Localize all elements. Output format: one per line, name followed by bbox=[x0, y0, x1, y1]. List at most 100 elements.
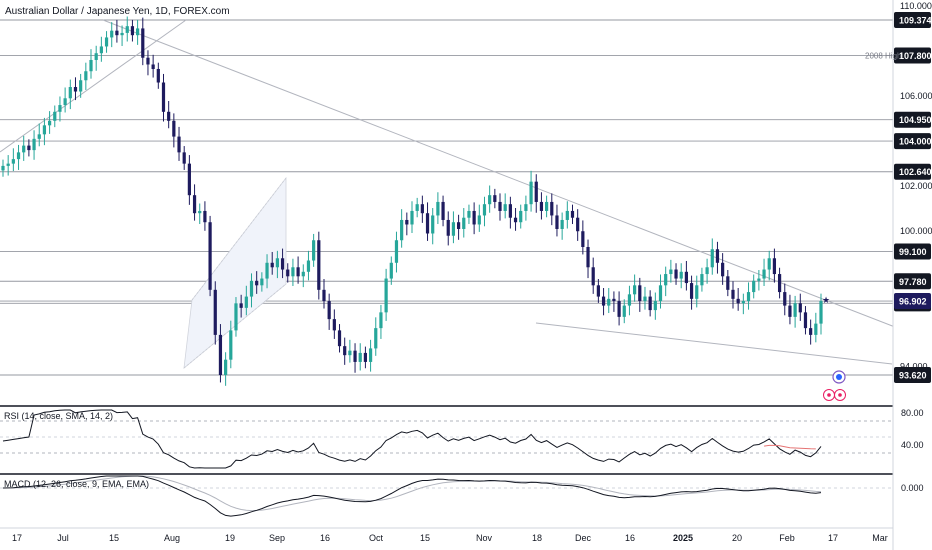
candle-body bbox=[384, 278, 388, 313]
candle-body bbox=[130, 26, 135, 36]
price-level-tag-label: 97.780 bbox=[899, 277, 927, 287]
candle-body bbox=[788, 305, 792, 317]
price-level-tag-label: 93.620 bbox=[899, 371, 927, 381]
candle-body bbox=[286, 269, 290, 277]
time-axis-label: Aug bbox=[164, 533, 180, 543]
rsi-indicator-label[interactable]: RSI (14, close, SMA, 14, 2) bbox=[4, 411, 114, 421]
candle-body bbox=[84, 71, 88, 81]
time-axis-label: Oct bbox=[369, 533, 384, 543]
channel-upper-edge bbox=[191, 177, 287, 301]
candle-body bbox=[633, 285, 637, 295]
candle-body bbox=[565, 210, 569, 220]
time-axis-label: 17 bbox=[12, 533, 22, 543]
candle-body bbox=[762, 269, 766, 279]
price-level-tag bbox=[894, 12, 931, 28]
candle-body bbox=[576, 217, 580, 232]
candle-body bbox=[752, 280, 756, 293]
candle-body bbox=[11, 159, 15, 164]
price-level-tag-label: 102.640 bbox=[899, 167, 932, 177]
candle-body bbox=[731, 289, 735, 299]
candle-body bbox=[467, 210, 471, 218]
candle-body bbox=[622, 305, 626, 317]
candle-body bbox=[493, 195, 497, 202]
candle-body bbox=[249, 280, 254, 297]
candle-body bbox=[291, 267, 295, 277]
candle-body bbox=[488, 195, 492, 205]
candle-body bbox=[477, 215, 481, 225]
candle-body bbox=[275, 258, 279, 268]
candle-body bbox=[741, 301, 745, 304]
candle-body bbox=[684, 271, 688, 284]
candle-body bbox=[783, 292, 787, 306]
candle-body bbox=[664, 274, 668, 286]
candle-body bbox=[529, 181, 533, 205]
candle-body bbox=[343, 346, 347, 356]
candle-body bbox=[270, 262, 274, 268]
candle-body bbox=[22, 145, 26, 153]
candle-body bbox=[89, 59, 93, 72]
price-level-tag bbox=[894, 273, 931, 290]
candle-body bbox=[68, 87, 72, 99]
candle-body bbox=[358, 352, 362, 362]
candle-body bbox=[104, 37, 109, 47]
candle-body bbox=[539, 201, 544, 211]
candle-body bbox=[819, 301, 823, 324]
current-price-tag bbox=[894, 293, 931, 310]
event-markers[interactable] bbox=[823, 370, 846, 401]
candle-body bbox=[695, 285, 699, 299]
candle-body bbox=[229, 330, 233, 360]
candle-body bbox=[519, 210, 523, 223]
candle-body bbox=[420, 204, 424, 214]
candle-body bbox=[6, 163, 10, 166]
candle-body bbox=[503, 204, 507, 211]
candle-body bbox=[317, 240, 321, 290]
time-axis-label: 18 bbox=[532, 533, 542, 543]
candle-body bbox=[772, 258, 777, 275]
price-level-tag-label: 104.000 bbox=[899, 137, 932, 147]
candle-body bbox=[736, 298, 740, 304]
price-level-tag bbox=[894, 111, 931, 128]
candle-body bbox=[555, 215, 559, 229]
candle-body bbox=[591, 267, 595, 286]
candle-body bbox=[120, 32, 124, 36]
candle-body bbox=[612, 298, 616, 302]
candle-body bbox=[451, 222, 456, 236]
rsi-sma-line bbox=[764, 444, 816, 450]
candle-body bbox=[446, 219, 450, 236]
candle-body bbox=[374, 328, 378, 349]
candle-body bbox=[560, 219, 564, 229]
time-axis-label: 19 bbox=[225, 533, 235, 543]
price-level-tag bbox=[894, 133, 931, 150]
macd-indicator-label[interactable]: MACD (12, 26, close, 9, EMA, EMA) bbox=[4, 479, 150, 489]
candle-body bbox=[498, 201, 502, 211]
current-price-label: 96.902 bbox=[899, 297, 927, 307]
candle-body bbox=[167, 111, 171, 121]
candle-body bbox=[1, 165, 5, 171]
candle-body bbox=[322, 289, 326, 302]
candle-body bbox=[814, 323, 818, 335]
lower-channel-line bbox=[535, 322, 893, 365]
candle-body bbox=[244, 296, 248, 308]
time-axis-label: Feb bbox=[779, 533, 795, 543]
candle-body bbox=[705, 267, 709, 275]
price-level-tag bbox=[894, 47, 931, 64]
candle-body bbox=[337, 330, 342, 347]
candle-body bbox=[348, 350, 352, 356]
candle-body bbox=[757, 278, 761, 281]
price-axis-labels: 110.000 106.000 102.000 100.000 94.000 bbox=[900, 1, 932, 372]
candle-body bbox=[462, 217, 466, 229]
time-axis[interactable]: 17 Jul 15 Aug 19 Sep 16 Oct 15 Nov 18 Dec 16 2025 20 Fe… bbox=[12, 533, 888, 543]
time-axis-label: 16 bbox=[625, 533, 635, 543]
candle-body bbox=[260, 278, 264, 286]
candle-body bbox=[172, 120, 176, 137]
candle-body bbox=[482, 204, 487, 216]
candle-body bbox=[265, 262, 269, 279]
earnings-dot-icon bbox=[838, 393, 842, 397]
macd-pane bbox=[0, 475, 893, 517]
rsi-axis: 80.00 40.00 bbox=[901, 408, 924, 450]
candle-body bbox=[280, 258, 285, 270]
candle-body bbox=[379, 312, 383, 329]
candle-body bbox=[581, 231, 585, 248]
price-axis-label: 106.000 bbox=[900, 91, 932, 101]
